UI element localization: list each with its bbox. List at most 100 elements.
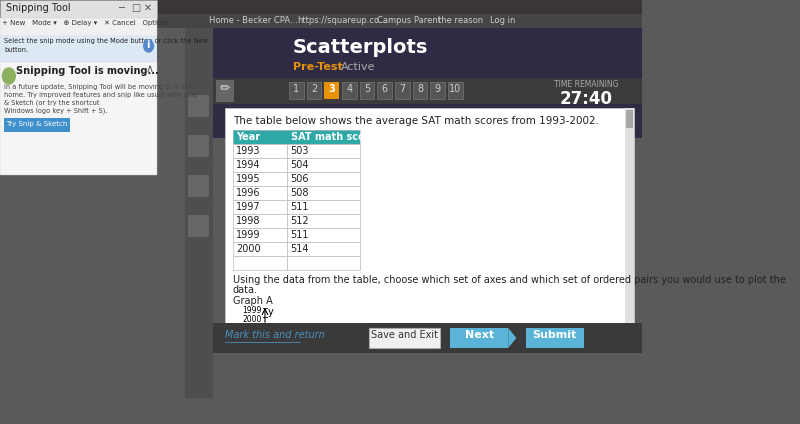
Bar [287,144,360,158]
Text: Home - Becker CPA...: Home - Becker CPA... [209,16,298,25]
Bar [213,78,642,104]
Text: 1996: 1996 [236,188,261,198]
Text: 503: 503 [290,146,309,156]
Polygon shape [508,328,516,348]
Text: Scatterplots: Scatterplots [293,38,429,57]
Text: 8: 8 [417,84,423,94]
Text: 508: 508 [290,188,309,198]
Bar [233,158,287,172]
Text: data.: data. [233,285,258,295]
Text: 1999: 1999 [236,230,261,240]
Bar [225,108,634,323]
Bar [233,228,287,242]
Text: 514: 514 [290,244,309,254]
Text: ✏: ✏ [219,82,230,95]
Bar [188,175,209,197]
Text: 9: 9 [434,84,441,94]
Bar [0,14,642,28]
Text: 1997: 1997 [236,202,261,212]
Text: Submit: Submit [533,330,577,340]
Bar [233,214,287,228]
Bar [0,36,157,62]
Bar [287,200,360,214]
Bar [233,200,287,214]
Text: 1995: 1995 [236,174,261,184]
Bar [413,82,427,99]
Text: the reason: the reason [438,16,482,25]
Text: 2: 2 [311,84,317,94]
Text: button.: button. [4,47,28,53]
Bar [233,242,287,256]
Bar [213,323,642,353]
Bar [342,82,357,99]
Text: 2000: 2000 [242,315,262,324]
Text: & Sketch (or try the shortcut: & Sketch (or try the shortcut [4,100,99,106]
Text: Active: Active [342,62,376,72]
Text: Using the data from the table, choose which set of axes and which set of ordered: Using the data from the table, choose wh… [233,275,786,285]
Text: ─: ─ [118,3,124,13]
Bar [378,82,392,99]
Text: 5: 5 [364,84,370,94]
Text: 1999: 1999 [242,306,262,315]
Bar [626,110,633,128]
Bar [0,62,157,175]
Bar [306,82,321,99]
Text: 511: 511 [290,230,309,240]
Bar [526,328,584,348]
Text: In a future update, Snipping Tool will be moving to a new: In a future update, Snipping Tool will b… [4,84,194,90]
Text: Select the snip mode using the Mode button or click the New: Select the snip mode using the Mode butt… [4,38,208,44]
Bar [289,82,303,99]
Text: Windows logo key + Shift + S).: Windows logo key + Shift + S). [4,108,107,114]
Bar [233,144,287,158]
Text: TIME REMAINING: TIME REMAINING [554,80,618,89]
Bar [188,95,209,117]
Bar [0,0,642,14]
Text: Save and Exit: Save and Exit [371,330,438,340]
Bar [4,118,70,132]
Text: 1993: 1993 [236,146,261,156]
Text: Snipping Tool: Snipping Tool [6,3,71,13]
Text: 511: 511 [290,202,309,212]
Bar [188,215,209,237]
Text: Year: Year [236,132,260,142]
Circle shape [144,40,154,52]
Text: i: i [146,40,150,50]
Bar [625,108,634,323]
Bar [0,18,157,36]
Bar [450,328,508,348]
Text: https://squareup.co...: https://squareup.co... [297,16,387,25]
Text: Graph A: Graph A [233,296,273,306]
Bar [0,0,157,18]
Bar [370,328,440,348]
Text: Try Snip & Sketch: Try Snip & Sketch [6,121,68,127]
Text: Mark this and return: Mark this and return [225,330,325,340]
Bar [188,135,209,157]
Text: Snipping Tool is moving...: Snipping Tool is moving... [16,66,159,76]
Text: 504: 504 [290,160,309,170]
Bar [233,172,287,186]
Text: SAT math scores: SAT math scores [290,132,382,142]
Bar [233,130,287,144]
Bar [448,82,462,99]
Text: ✕: ✕ [144,3,152,13]
Bar [287,256,360,270]
Text: 7: 7 [399,84,406,94]
Bar [213,28,642,424]
Text: 506: 506 [290,174,309,184]
Text: 512: 512 [290,216,310,226]
Text: □: □ [131,3,140,13]
Text: 2000: 2000 [236,244,261,254]
Bar [233,130,360,144]
Text: 1994: 1994 [236,160,261,170]
Bar [395,82,410,99]
Text: 10: 10 [449,84,462,94]
Bar [213,28,642,138]
Bar [287,228,360,242]
Bar [430,82,445,99]
Bar [287,172,360,186]
Text: Log in: Log in [490,16,515,25]
Circle shape [2,68,15,84]
Bar [287,130,360,144]
Text: + New   Mode ▾   ⊕ Delay ▾   ✕ Cancel   Options: + New Mode ▾ ⊕ Delay ▾ ✕ Cancel Options [2,20,170,26]
Bar [185,28,213,398]
